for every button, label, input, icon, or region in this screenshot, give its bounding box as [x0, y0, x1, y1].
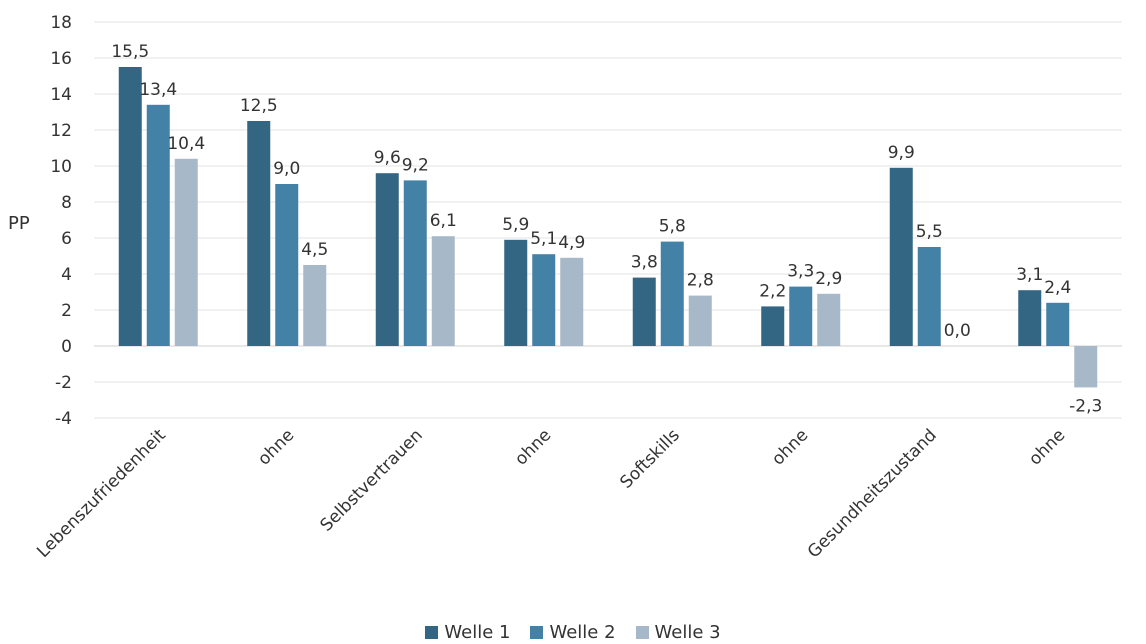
x-tick-label: ohne: [1025, 425, 1069, 469]
x-tick-labels: Lebenszufriedenheit ohne Selbstvertrauen oh…: [33, 425, 1069, 562]
y-tick-label: 10: [50, 157, 72, 177]
data-label: 4,9: [558, 233, 585, 253]
data-label: 3,3: [787, 262, 814, 282]
legend-label: Welle 2: [549, 621, 616, 643]
y-tick-labels: 18 16 14 12 10 8 6 4 2 0 -2 -4: [50, 13, 72, 429]
bar: [889, 167, 913, 346]
bar: [532, 254, 556, 346]
data-label: 5,5: [916, 222, 943, 242]
bar: [504, 239, 528, 346]
x-tick-label: Lebenszufriedenheit: [33, 425, 170, 562]
bar: [632, 277, 656, 346]
y-tick-label: 12: [50, 121, 72, 141]
bar: [146, 104, 170, 346]
y-tick-label: 2: [61, 301, 72, 321]
legend-item-welle-1: Welle 1: [425, 622, 510, 643]
bar: [817, 293, 841, 346]
bar: [688, 295, 712, 346]
x-tick-label: ohne: [511, 425, 555, 469]
data-labels: 15,5 13,4 10,4 12,5 9,0 4,5 9,6 9,2 6,1 5,95,1 4,9…: [111, 42, 1102, 416]
bar: [789, 286, 813, 346]
data-label: 15,5: [111, 42, 149, 62]
bar: [1074, 346, 1098, 388]
y-tick-label: 6: [61, 229, 72, 249]
data-label: 12,5: [240, 96, 278, 116]
x-tick-label: Softskills: [616, 425, 683, 492]
bar: [431, 236, 455, 346]
data-label: 9,0: [273, 159, 300, 179]
legend-swatch: [530, 625, 544, 639]
data-label: 5,9: [502, 215, 529, 235]
bar: [303, 265, 327, 346]
data-label: 2,2: [759, 281, 786, 301]
data-label: 2,4: [1044, 278, 1071, 298]
data-label: 3,1: [1016, 265, 1043, 285]
bar: [118, 67, 142, 346]
legend-label: Welle 3: [654, 621, 721, 643]
legend: Welle 1 Welle 2 Welle 3: [0, 620, 1146, 644]
legend-label: Welle 1: [444, 621, 511, 643]
data-label: 10,4: [167, 134, 205, 154]
legend-swatch: [635, 625, 649, 639]
data-label: 6,1: [430, 211, 457, 231]
x-tick-label: ohne: [768, 425, 812, 469]
bar: [560, 257, 584, 346]
bar: [403, 180, 427, 346]
bar: [1046, 302, 1070, 346]
y-tick-label: 4: [61, 265, 72, 285]
legend-swatch: [425, 625, 439, 639]
y-tick-label: 8: [61, 193, 72, 213]
bar: [1018, 290, 1042, 346]
data-label: 2,9: [815, 269, 842, 289]
legend-item-welle-2: Welle 2: [530, 621, 616, 643]
x-tick-label: Selbstvertrauen: [317, 425, 427, 535]
bar: [275, 184, 299, 346]
data-label: 9,9: [888, 143, 915, 163]
y-tick-label: -4: [55, 409, 72, 429]
data-label: -2,3: [1069, 396, 1102, 416]
bar: [375, 173, 399, 346]
bar: [660, 241, 684, 346]
bars: [118, 67, 1098, 388]
data-label: 9,6: [374, 148, 401, 168]
legend-item-welle-3: Welle 3: [635, 621, 721, 643]
y-tick-label: 16: [50, 49, 72, 69]
data-label: 5,1: [530, 229, 557, 249]
data-label: 9,2: [402, 155, 429, 175]
y-tick-label: 14: [50, 85, 72, 105]
bar: [761, 306, 785, 346]
y-axis-label: PP: [8, 213, 30, 234]
data-label: 0,0: [944, 321, 971, 341]
data-label: 13,4: [139, 80, 177, 100]
bar: [174, 158, 198, 346]
bar: [917, 247, 941, 346]
x-tick-label: ohne: [254, 425, 298, 469]
bar: [247, 121, 271, 346]
y-tick-label: -2: [55, 373, 72, 393]
data-label: 3,8: [631, 253, 658, 273]
data-label: 5,8: [659, 217, 686, 237]
data-label: 4,5: [301, 240, 328, 260]
y-tick-label: 0: [61, 337, 72, 357]
data-label: 2,8: [687, 271, 714, 291]
y-tick-label: 18: [50, 13, 72, 33]
bar-chart: PP 18 16 14 12 10 8 6 4 2 0 -2 -4 15,5 13,4 10,4 12,5 9…: [8, 13, 1122, 562]
x-tick-label: Gesundheitszustand: [804, 425, 941, 562]
